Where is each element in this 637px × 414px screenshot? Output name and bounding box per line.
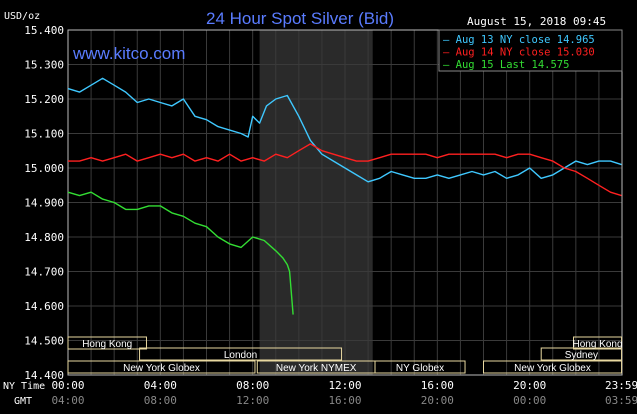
series-line-2 (68, 143, 622, 197)
plot-frame (67, 29, 623, 376)
gmt-label: GMT (14, 396, 32, 407)
x-tick-gmt: 12:00 (236, 394, 269, 407)
series-line-3 (67, 191, 294, 315)
x-tick-ny: 08:00 (236, 379, 269, 392)
session-box (67, 360, 256, 374)
legend: — Aug 13 NY close 14.965— Aug 14 NY clos… (438, 29, 623, 72)
y-tick-label: 14.900 (24, 197, 64, 210)
chart-timestamp: August 15, 2018 09:45 (467, 15, 606, 28)
session-label: New York Globex (123, 363, 200, 374)
session-label: Sydney (565, 350, 598, 361)
session-box (139, 347, 343, 361)
y-axis-unit: USD/oz (4, 11, 40, 22)
legend-entry: — Aug 15 Last 14.575 (443, 59, 569, 71)
session-box (540, 347, 623, 361)
x-tick-ny: 20:00 (513, 379, 546, 392)
legend-entry: — Aug 13 NY close 14.965 (443, 34, 595, 46)
y-axis-ticks: 15.400 15.300 15.200 15.100 15.000 14.900 14.8… (24, 24, 64, 382)
y-tick-label: 15.000 (24, 162, 64, 175)
session-box (374, 360, 466, 374)
y-tick-label: 14.800 (24, 231, 64, 244)
x-tick-gmt: 00:00 (513, 394, 546, 407)
x-tick-gmt: 08:00 (144, 394, 177, 407)
x-tick-ny: 00:00 (51, 379, 84, 392)
x-tick-gmt: 20:00 (421, 394, 454, 407)
legend-entry: — Aug 14 NY close 15.030 (443, 47, 595, 59)
session-label: New York NYMEX (276, 363, 357, 374)
market-sessions: Hong Kong Hong Kong London Sydney New York G… (67, 336, 623, 374)
x-tick-ny: 12:00 (328, 379, 361, 392)
x-tick-gmt: 16:00 (328, 394, 361, 407)
x-tick-gmt: 04:00 (51, 394, 84, 407)
legend-box (438, 29, 623, 72)
x-tick-ny: 23:59 (605, 379, 637, 392)
y-tick-label: 14.600 (24, 300, 64, 313)
series-line-1 (67, 77, 622, 183)
x-tick-ny: 16:00 (421, 379, 454, 392)
price-lines (67, 77, 622, 315)
x-tick-ny: 04:00 (144, 379, 177, 392)
y-tick-label: 15.200 (24, 93, 64, 106)
y-tick-label: 15.100 (24, 128, 64, 141)
grid-lines (68, 30, 622, 375)
session-label: London (224, 350, 257, 361)
x-axis-ticks: 00:00 04:00 08:00 12:00 16:00 20:00 23:59 04:00… (51, 379, 637, 407)
session-label: New York Globex (514, 363, 591, 374)
ny-time-label: NY Time (3, 381, 45, 392)
x-tick-gmt: 03:59 (605, 394, 637, 407)
site-watermark: www.kitco.com (72, 44, 185, 63)
y-tick-label: 14.700 (24, 266, 64, 279)
y-tick-label: 14.400 (24, 369, 64, 382)
y-tick-label: 14.500 (24, 335, 64, 348)
session-label: Hong Kong (82, 339, 132, 350)
session-box (483, 360, 623, 374)
session-label: NY Globex (396, 363, 444, 374)
y-tick-label: 15.400 (24, 24, 64, 37)
y-tick-label: 15.300 (24, 59, 64, 72)
session-box (67, 336, 147, 350)
session-label: Hong Kong (573, 339, 623, 350)
session-box (573, 336, 623, 350)
chart-title: 24 Hour Spot Silver (Bid) (206, 9, 394, 28)
